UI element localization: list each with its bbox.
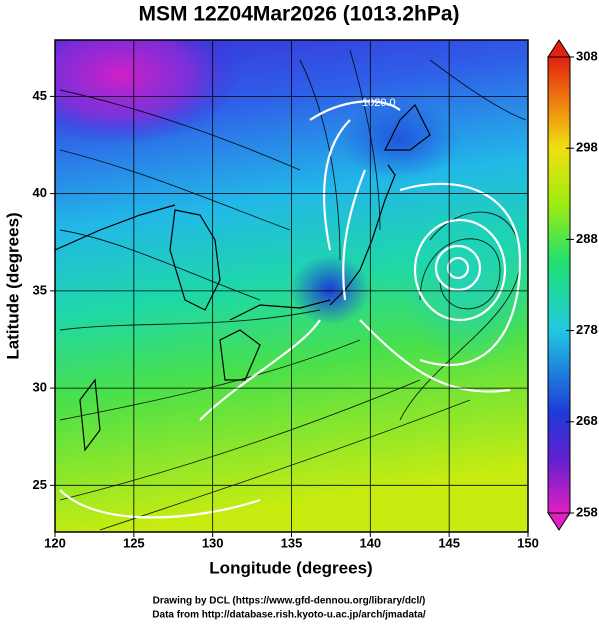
x-axis-label: Longitude (degrees)	[209, 558, 372, 577]
y-tick-label: 30	[33, 380, 47, 395]
x-tick-label: 130	[202, 535, 224, 550]
streamlines	[59, 49, 527, 531]
colorbar-tick-label: 268	[576, 413, 598, 428]
credit: Data from http://database.rish.kyoto-u.a…	[152, 610, 426, 621]
contour-label: 1020.0	[362, 97, 396, 109]
colorbar-tick-label: 258	[576, 504, 598, 519]
x-tick-label: 145	[438, 535, 460, 550]
x-tick-label: 135	[281, 535, 303, 550]
colorbar-tick-label: 278	[576, 322, 598, 337]
colorbar-bottom-arrow	[547, 512, 571, 531]
x-tick-label: 120	[44, 535, 66, 550]
colorbar-tick-label: 288	[576, 231, 598, 246]
colorbar	[547, 39, 571, 531]
y-tick-label: 40	[33, 185, 47, 200]
x-tick-label: 150	[517, 535, 539, 550]
colorbar-body	[547, 56, 571, 514]
colorbar-top-arrow	[547, 39, 571, 58]
x-tick-label: 125	[123, 535, 145, 550]
isobars	[59, 100, 522, 519]
colorbar-tick-label: 298	[576, 140, 598, 155]
y-tick-label: 25	[33, 477, 47, 492]
y-axis-label: Latitude (degrees)	[3, 212, 22, 359]
colorbar-tick-label: 308	[576, 48, 598, 63]
credit: Drawing by DCL (https://www.gfd-dennou.o…	[153, 596, 426, 607]
temperature-field: 1020.0	[55, 40, 528, 532]
x-tick-label: 140	[359, 535, 381, 550]
y-tick-label: 35	[33, 282, 47, 297]
title: MSM 12Z04Mar2026 (1013.2hPa)	[139, 3, 460, 26]
y-tick-label: 45	[33, 88, 47, 103]
